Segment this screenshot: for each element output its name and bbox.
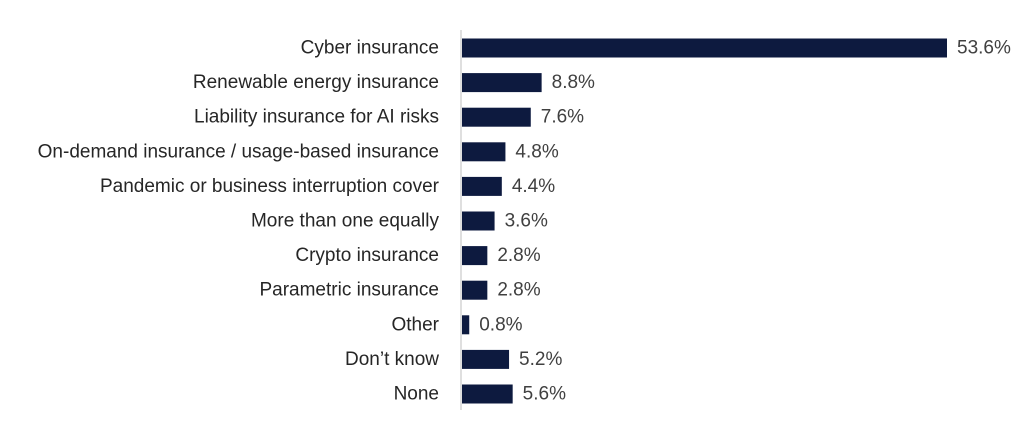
category-label: Crypto insurance: [295, 245, 439, 266]
category-label: Cyber insurance: [301, 38, 439, 59]
category-label: Liability insurance for AI risks: [194, 107, 439, 128]
value-label: 53.6%: [957, 38, 1011, 59]
value-label: 8.8%: [552, 72, 595, 93]
value-label: 7.6%: [541, 107, 584, 128]
category-label: Renewable energy insurance: [193, 72, 439, 93]
category-label: Other: [391, 314, 439, 335]
bar: [462, 73, 542, 93]
value-label: 3.6%: [505, 211, 548, 232]
value-label: 5.6%: [523, 384, 566, 405]
value-label: 4.4%: [512, 176, 555, 197]
bar: [462, 176, 502, 196]
category-label: Parametric insurance: [259, 280, 439, 301]
category-label: More than one equally: [251, 211, 440, 232]
category-label: Don’t know: [345, 349, 439, 370]
bars-group: [462, 38, 947, 404]
bar: [462, 349, 510, 369]
bar: [462, 38, 947, 58]
bar: [462, 384, 513, 404]
value-label: 4.8%: [515, 141, 558, 162]
bar: [462, 107, 531, 127]
bar: [462, 246, 488, 266]
value-label: 2.8%: [497, 280, 540, 301]
category-label: Pandemic or business interruption cover: [100, 176, 440, 197]
value-labels-group: 53.6% 8.8% 7.6% 4.8% 4.4% 3.6% 2.8% 2.8% 0.8% 5.2…: [479, 38, 1011, 405]
bar: [462, 280, 488, 300]
value-label: 2.8%: [497, 245, 540, 266]
category-labels-group: Cyber insurance Renewable energy insuranc…: [38, 38, 440, 405]
bar: [462, 211, 495, 231]
value-label: 5.2%: [519, 349, 562, 370]
bar: [462, 315, 470, 335]
category-label: None: [394, 384, 439, 405]
value-label: 0.8%: [479, 314, 522, 335]
bar: [462, 142, 506, 162]
category-label: On-demand insurance / usage-based insura…: [38, 141, 439, 162]
